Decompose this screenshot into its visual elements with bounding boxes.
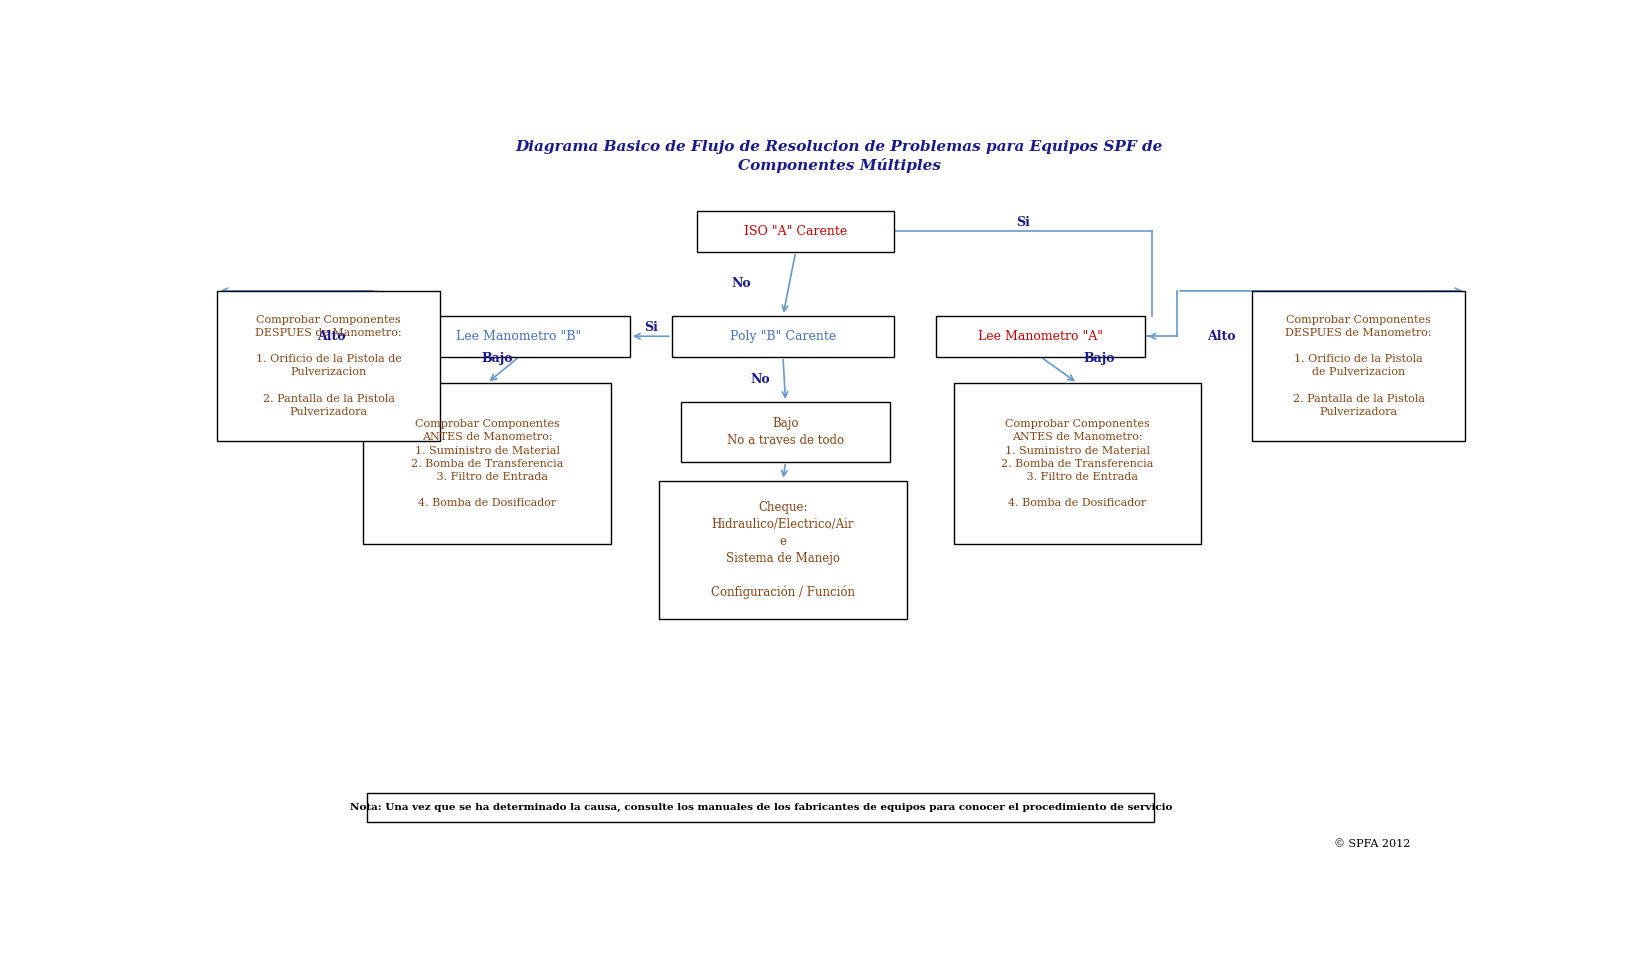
Text: Bajo: Bajo <box>482 353 513 365</box>
Text: Lee Manometro "A": Lee Manometro "A" <box>978 330 1102 343</box>
Bar <box>935 316 1145 356</box>
Text: Comprobar Componentes
DESPUES de Manometro:

1. Orificio de la Pistola
de Pulver: Comprobar Componentes DESPUES de Manomet… <box>1286 315 1432 417</box>
Text: Cheque:
Hidraulico/Electrico/Air
e
Sistema de Manejo

Configuración / Función: Cheque: Hidraulico/Electrico/Air e Siste… <box>711 501 855 599</box>
Bar <box>364 383 611 544</box>
Text: Comprobar Componentes
DESPUES de Manometro:

1. Orificio de la Pistola de
Pulver: Comprobar Componentes DESPUES de Manomet… <box>256 315 401 417</box>
Bar <box>672 316 894 356</box>
Bar <box>367 794 1155 822</box>
Text: ISO "A" Carente: ISO "A" Carente <box>744 225 847 238</box>
Text: Alto: Alto <box>1207 330 1235 343</box>
Text: No: No <box>750 373 770 386</box>
Text: Si: Si <box>644 320 658 334</box>
Bar <box>408 316 631 356</box>
Text: Poly "B" Carente: Poly "B" Carente <box>731 330 835 343</box>
Text: Lee Manometro "B": Lee Manometro "B" <box>457 330 581 343</box>
Text: © SPFA 2012: © SPFA 2012 <box>1335 840 1410 849</box>
Text: Comprobar Componentes
ANTES de Manometro:
1. Suministro de Material
2. Bomba de : Comprobar Componentes ANTES de Manometro… <box>411 419 563 508</box>
Text: Diagrama Basico de Flujo de Resolucion de Problemas para Equipos SPF de: Diagrama Basico de Flujo de Resolucion d… <box>516 140 1163 154</box>
Bar <box>953 383 1201 544</box>
Text: Componentes Múltiples: Componentes Múltiples <box>739 158 940 173</box>
Bar <box>658 480 907 619</box>
Bar <box>1251 291 1466 441</box>
Bar <box>698 210 894 252</box>
Text: Alto: Alto <box>318 330 346 343</box>
Bar <box>218 291 439 441</box>
Text: Bajo
No a traves de todo: Bajo No a traves de todo <box>727 417 844 447</box>
Bar <box>681 402 891 462</box>
Text: Nota: Una vez que se ha determinado la causa, consulte los manuales de los fabri: Nota: Una vez que se ha determinado la c… <box>349 804 1171 812</box>
Text: Si: Si <box>1016 216 1030 229</box>
Text: Bajo: Bajo <box>1084 353 1115 365</box>
Text: Comprobar Componentes
ANTES de Manometro:
1. Suministro de Material
2. Bomba de : Comprobar Componentes ANTES de Manometro… <box>1001 419 1153 508</box>
Text: No: No <box>732 278 752 290</box>
